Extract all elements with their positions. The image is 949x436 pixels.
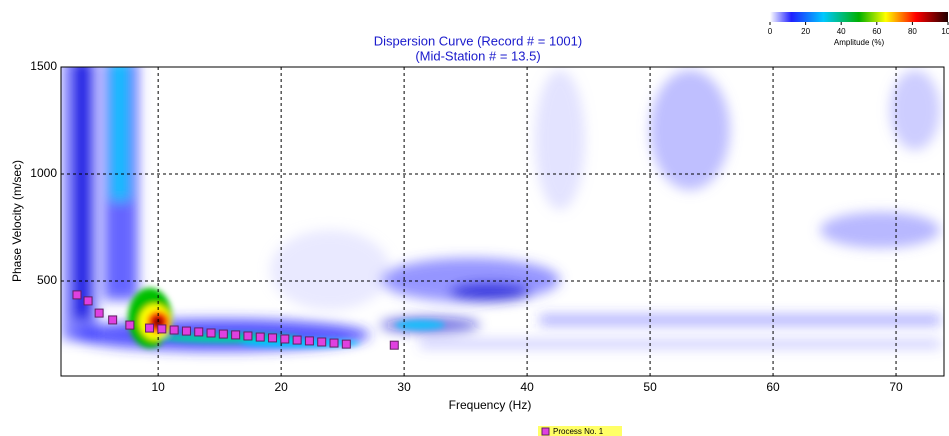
- scatter-point: [157, 324, 167, 334]
- scatter-point: [169, 325, 179, 335]
- x-axis-label: Frequency (Hz): [449, 398, 532, 412]
- chart-title: Dispersion Curve (Record # = 1001): [374, 33, 582, 48]
- scatter-point: [194, 327, 204, 337]
- scatter-point: [268, 333, 278, 343]
- scatter-point: [94, 308, 104, 318]
- y-tick-label: 500: [37, 273, 57, 287]
- scatter-point: [72, 290, 82, 300]
- colorbar-tick-label: 20: [801, 27, 810, 36]
- y-tick-label: 1000: [30, 166, 57, 180]
- x-tick-label: 50: [643, 380, 657, 394]
- scatter-point: [255, 332, 265, 342]
- scatter-point: [231, 330, 241, 340]
- x-tick-label: 60: [766, 380, 780, 394]
- plot-frame: [60, 66, 945, 377]
- chart-subtitle: (Mid-Station # = 13.5): [415, 48, 540, 63]
- colorbar-label: Amplitude (%): [834, 38, 885, 47]
- scatter-point: [280, 334, 290, 344]
- scatter-point: [125, 320, 135, 330]
- scatter-point: [329, 338, 339, 348]
- colorbar-tick-label: 0: [768, 27, 773, 36]
- scatter-point: [206, 328, 216, 338]
- x-tick-label: 10: [151, 380, 165, 394]
- colorbar-tick-label: 80: [908, 27, 917, 36]
- colorbar-tick-label: 100: [941, 27, 949, 36]
- legend-box: [538, 426, 622, 436]
- scatter-point: [145, 323, 155, 333]
- colorbar-tick-label: 60: [872, 27, 881, 36]
- scatter-point: [181, 326, 191, 336]
- x-tick-label: 30: [397, 380, 411, 394]
- y-axis-label: Phase Velocity (m/sec): [10, 160, 24, 282]
- colorbar: [770, 12, 948, 22]
- scatter-point: [304, 336, 314, 346]
- legend-label: Process No. 1: [553, 427, 604, 436]
- heatmap: [62, 67, 940, 351]
- x-tick-label: 20: [274, 380, 288, 394]
- scatter-point: [389, 340, 399, 350]
- scatter-point: [83, 296, 93, 306]
- x-tick-label: 70: [889, 380, 903, 394]
- colorbar-tick-label: 40: [837, 27, 846, 36]
- scatter-point: [341, 339, 351, 349]
- scatter-point: [317, 337, 327, 347]
- scatter-point: [108, 315, 118, 325]
- scatter-point: [218, 329, 228, 339]
- y-tick-label: 1500: [30, 59, 57, 73]
- x-tick-label: 40: [520, 380, 534, 394]
- legend-marker: [541, 427, 550, 436]
- scatter-point: [292, 335, 302, 345]
- scatter-point: [243, 331, 253, 341]
